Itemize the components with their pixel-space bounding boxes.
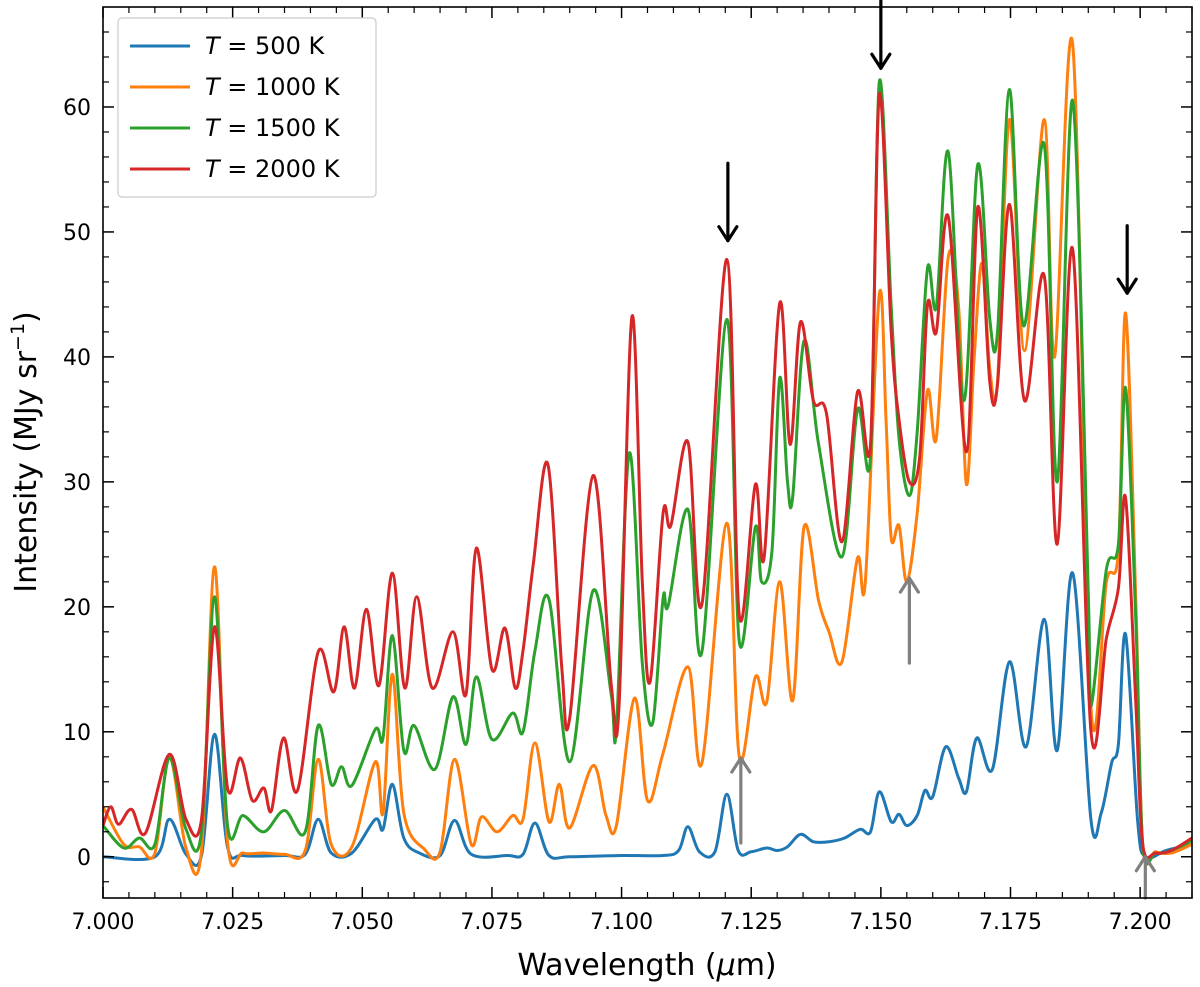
arrow-head <box>717 225 739 243</box>
x-tick-label: 7.150 <box>849 910 912 935</box>
series-line-2 <box>103 78 1192 865</box>
x-axis-title: Wavelength (μm) <box>517 948 776 983</box>
x-tick-label: 7.025 <box>201 910 264 935</box>
annotation-arrow-down-2 <box>1116 224 1138 295</box>
y-tick-label: 40 <box>63 346 91 371</box>
annotation-layer <box>717 0 1156 900</box>
annotation-arrow-down-0 <box>717 161 739 243</box>
legend-label-500k: T = 500 K <box>205 32 325 60</box>
arrow-head <box>898 576 920 594</box>
legend-label-2000k: T = 2000 K <box>205 155 341 183</box>
series-layer <box>103 37 1192 876</box>
y-axis-ticks: 0 10 20 30 40 50 60 <box>63 31 1192 883</box>
y-tick-label: 50 <box>63 221 91 246</box>
x-tick-label: 7.000 <box>72 910 135 935</box>
y-tick-label: 20 <box>63 596 91 621</box>
series-line-3 <box>103 91 1192 859</box>
legend-label-1000k: T = 1000 K <box>205 73 341 101</box>
y-tick-label: 30 <box>63 471 91 496</box>
x-tick-label: 7.175 <box>979 910 1042 935</box>
arrow-head <box>730 756 752 774</box>
legend-label-1500k: T = 1500 K <box>205 114 341 142</box>
annotation-arrow-up-4 <box>898 576 920 665</box>
y-tick-label: 0 <box>77 846 91 871</box>
annotation-arrow-up-3 <box>730 756 752 845</box>
x-tick-label: 7.100 <box>590 910 653 935</box>
legend-box <box>117 17 377 198</box>
arrow-head <box>1134 855 1156 873</box>
x-tick-label: 7.125 <box>720 910 783 935</box>
legend: T = 500 K T = 1000 K T = 1500 K T = 2000… <box>117 17 377 198</box>
arrow-head <box>1116 277 1138 295</box>
arrow-head <box>870 52 892 70</box>
x-tick-label: 7.200 <box>1109 910 1172 935</box>
x-tick-label: 7.050 <box>331 910 394 935</box>
y-tick-label: 10 <box>63 721 91 746</box>
y-tick-label: 60 <box>63 96 91 121</box>
y-axis-title: Intensity (MJy sr−1) <box>7 311 44 593</box>
x-axis-ticks: 7.000 7.025 7.050 7.075 7.100 7.125 7.150 7.175… <box>72 7 1193 935</box>
annotation-arrow-up-5 <box>1134 855 1156 900</box>
x-tick-label: 7.075 <box>460 910 523 935</box>
